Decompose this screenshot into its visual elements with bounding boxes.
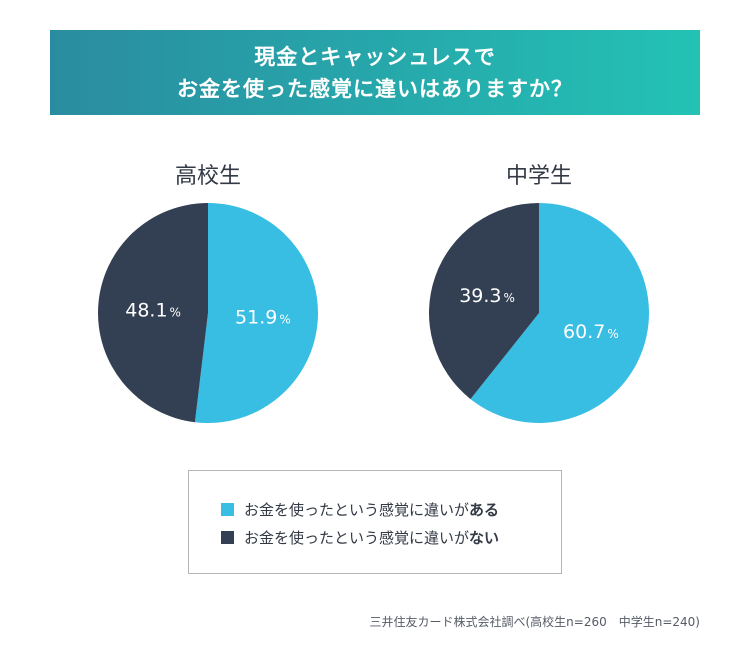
legend-item-no: お金を使ったという感覚に違いがない [221, 527, 499, 548]
pie-0-label-no: 48.1% [125, 300, 181, 322]
pie-0-slice-yes [194, 203, 319, 423]
legend-label-yes: お金を使ったという感覚に違いがある [244, 501, 500, 519]
chart-title-banner: 現金とキャッシュレスで お金を使った感覚に違いはありますか？ [50, 30, 700, 115]
pie-1-label-yes: 60.7% [563, 321, 619, 343]
chart-title-line-1: 現金とキャッシュレスで [254, 44, 496, 69]
pie-1-slice-yes [470, 203, 649, 424]
chart-title-line-2: お金を使った感覚に違いはありますか？ [177, 76, 573, 101]
pie-title-high-school: 高校生 [174, 164, 241, 189]
legend-swatch-yes [221, 503, 234, 516]
legend-item-yes: お金を使ったという感覚に違いがある [221, 499, 499, 520]
legend-swatch-no [221, 531, 234, 544]
pie-0-slice-no [98, 203, 208, 423]
pie-title-junior-high: 中学生 [505, 164, 572, 189]
pie-1-label-no: 39.3% [459, 285, 515, 307]
legend-label-no: お金を使ったという感覚に違いがない [244, 529, 500, 547]
pie-1-slice-no [429, 203, 539, 400]
source-note: 三井住友カード株式会社調べ(高校生n=260 中学生n=240) [369, 615, 701, 629]
pie-0-label-yes: 51.9% [235, 306, 291, 328]
legend: お金を使ったという感覚に違いがある お金を使ったという感覚に違いがない [188, 470, 562, 574]
